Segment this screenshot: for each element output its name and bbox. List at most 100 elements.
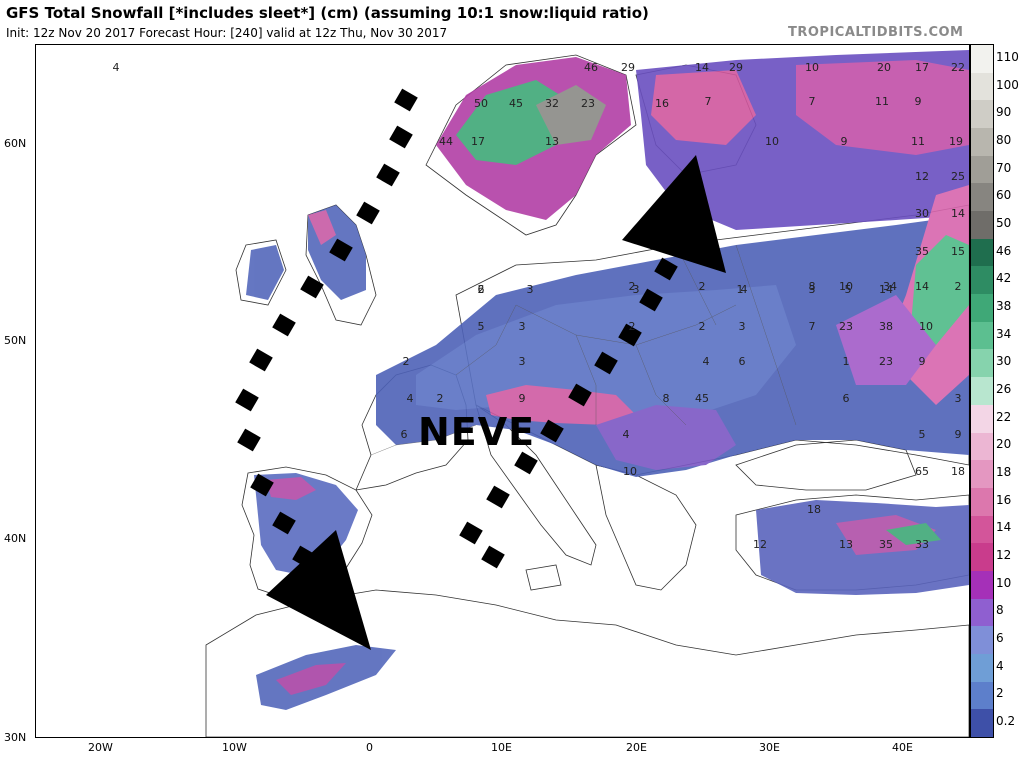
map-value: 65 (915, 465, 929, 478)
map-value: 3 (809, 283, 816, 296)
lon-label-20w: 20W (88, 741, 113, 754)
colorbar-label: 20 (996, 437, 1012, 452)
map-value: 13 (839, 538, 853, 551)
colorbar-label: 18 (996, 465, 1012, 480)
map-value: 6 (739, 355, 746, 368)
colorbar-swatch (971, 294, 993, 323)
colorbar-label: 50 (996, 215, 1012, 230)
colorbar-swatch (971, 598, 993, 627)
snowfall-map: 4 46 29 14 29 10 20 17 22 50 45 32 23 16 7 7 11 9 44 17 13 10… (35, 44, 970, 738)
map-value: 2 (629, 280, 636, 293)
map-value: 29 (729, 61, 743, 74)
colorbar-label: 42 (996, 271, 1012, 286)
map-value: 4 (703, 355, 710, 368)
map-value: 3 (519, 320, 526, 333)
map-title: GFS Total Snowfall [*includes sleet*] (c… (6, 4, 649, 22)
map-value: 6 (401, 428, 408, 441)
colorbar-label: 34 (996, 326, 1012, 341)
map-value: 18 (807, 503, 821, 516)
colorbar-label: 8 (996, 603, 1004, 618)
colorbar-swatch (971, 653, 993, 683)
arc-dash (394, 88, 418, 112)
colorbar-swatch (971, 432, 993, 461)
lon-label-0: 0 (366, 741, 373, 754)
map-value: 22 (951, 61, 965, 74)
map-value: 38 (879, 320, 893, 333)
map-value: 35 (879, 538, 893, 551)
arc-dash (594, 351, 618, 375)
map-value: 29 (621, 61, 635, 74)
arc-dash (329, 238, 353, 262)
colorbar-label: 80 (996, 132, 1012, 147)
map-value: 20 (877, 61, 891, 74)
map-value: 45 (695, 392, 709, 405)
colorbar-swatch (971, 460, 993, 489)
colorbar-swatch (971, 681, 993, 710)
colorbar-label: 110 (996, 49, 1019, 64)
map-value: 46 (584, 61, 598, 74)
colorbar-swatch (971, 487, 993, 517)
colorbar-swatch (971, 211, 993, 240)
map-value: 5 (478, 320, 485, 333)
colorbar-swatch (971, 543, 993, 572)
snowfall-colorbar (970, 44, 994, 738)
map-value: 23 (879, 355, 893, 368)
map-value: 12 (753, 538, 767, 551)
map-value: 9 (915, 95, 922, 108)
map-value: 3 (519, 355, 526, 368)
colorbar-label: 16 (996, 492, 1012, 507)
map-value: 11 (911, 135, 925, 148)
arc-dash (376, 163, 400, 187)
colorbar-label: 90 (996, 105, 1012, 120)
map-value: 2 (437, 392, 444, 405)
lon-label-30e: 30E (759, 741, 780, 754)
map-value: 2 (699, 320, 706, 333)
arc-dash (272, 511, 296, 535)
arc-dash (249, 348, 273, 372)
map-value: 6 (478, 283, 485, 296)
map-value: 25 (951, 170, 965, 183)
map-value: 1 (737, 283, 744, 296)
map-value: 45 (509, 97, 523, 110)
neve-annotation: NEVE (418, 410, 536, 454)
lat-label-60n: 60N (4, 137, 27, 150)
colorbar-swatch (971, 321, 993, 350)
map-value: 8 (663, 392, 670, 405)
arc-dash (568, 383, 592, 407)
colorbar-label: 10 (996, 575, 1012, 590)
arc-dash (486, 485, 510, 509)
map-value: 30 (915, 207, 929, 220)
colorbar-label: 100 (996, 77, 1019, 92)
map-value: 9 (919, 355, 926, 368)
colorbar-swatch (971, 349, 993, 378)
arc-dash (459, 521, 483, 545)
colorbar-swatch (971, 266, 993, 295)
map-value: 14 (915, 280, 929, 293)
map-value: 4 (407, 392, 414, 405)
arc-dash (235, 388, 259, 412)
map-value: 3 (527, 283, 534, 296)
colorbar-label: 22 (996, 409, 1012, 424)
left-dotted-arc (235, 88, 418, 569)
map-value: 7 (809, 320, 816, 333)
map-value: 44 (439, 135, 453, 148)
country-borders (370, 244, 797, 456)
map-value: 8 (809, 280, 816, 293)
colorbar-swatch (971, 238, 993, 267)
arc-dash (389, 125, 413, 149)
colorbar-label: 26 (996, 382, 1012, 396)
map-value: 2 (478, 283, 485, 296)
colorbar-swatch (971, 128, 993, 157)
colorbar-swatch (971, 377, 993, 406)
arc-dash (481, 545, 505, 569)
map-value: 5 (919, 428, 926, 441)
map-value: 4 (741, 283, 748, 296)
lon-label-10w: 10W (222, 741, 247, 754)
map-value: 10 (919, 320, 933, 333)
map-value: 17 (915, 61, 929, 74)
right-dotted-arc (459, 257, 678, 569)
lat-label-40n: 40N (4, 532, 27, 545)
map-value: 13 (545, 135, 559, 148)
annotation-arrows (235, 88, 726, 650)
colorbar-label: 30 (996, 354, 1012, 369)
